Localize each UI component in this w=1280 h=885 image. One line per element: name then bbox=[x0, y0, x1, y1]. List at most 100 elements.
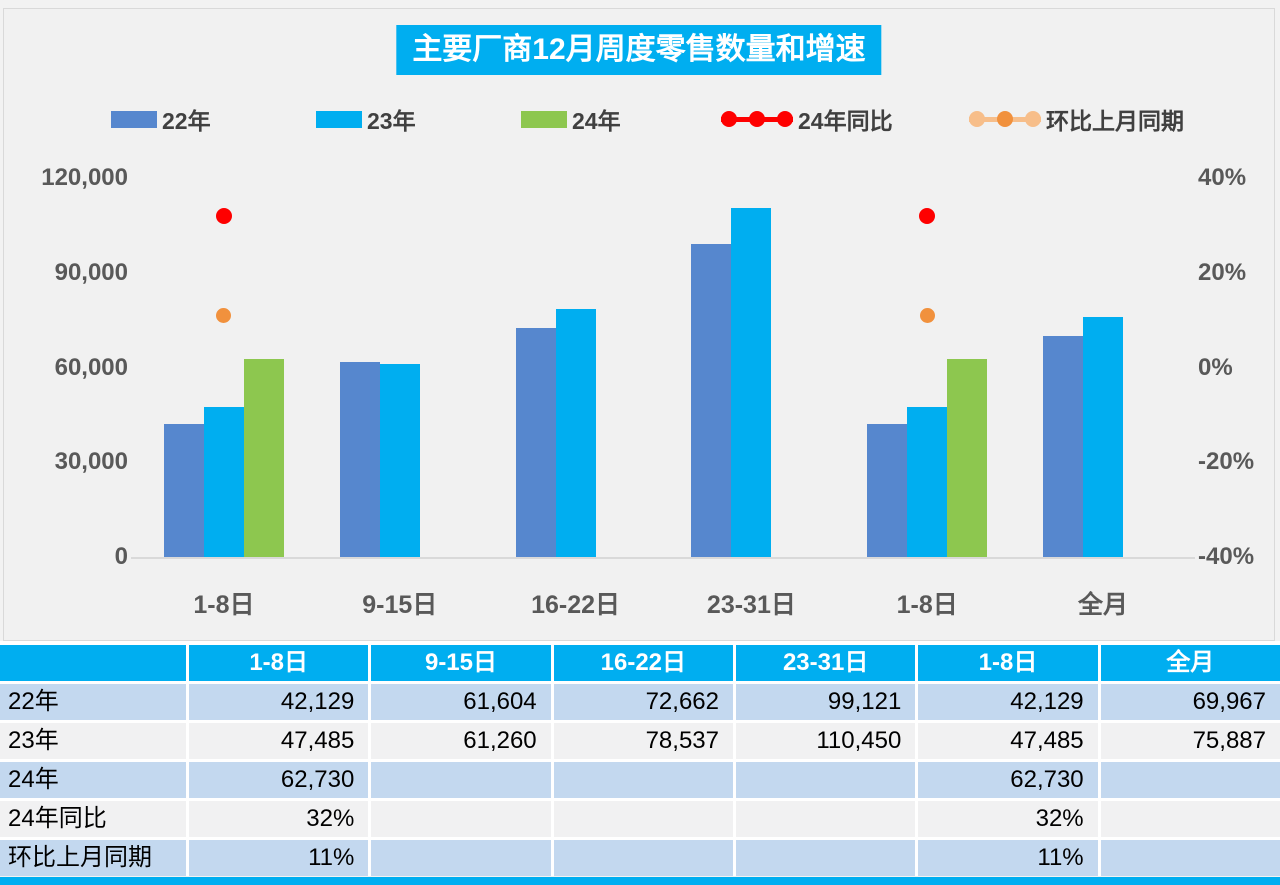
table-row-label: 24年同比 bbox=[0, 801, 186, 837]
bar bbox=[1083, 317, 1124, 557]
bar bbox=[907, 407, 948, 557]
y-axis-tick-right: 20% bbox=[1198, 258, 1247, 286]
legend-item: 24年 bbox=[521, 105, 621, 134]
bottom-accent-strip bbox=[0, 877, 1280, 885]
table-cell bbox=[371, 840, 551, 876]
bar bbox=[731, 208, 772, 557]
legend-item: 22年 bbox=[111, 105, 211, 134]
table-cell: 11% bbox=[918, 840, 1098, 876]
table-cell: 32% bbox=[189, 801, 369, 837]
point-marker bbox=[919, 207, 936, 224]
x-axis-label: 9-15日 bbox=[362, 591, 438, 619]
y-axis-tick-left: 120,000 bbox=[41, 164, 128, 191]
bar bbox=[379, 364, 420, 557]
table-cell: 99,121 bbox=[735, 684, 916, 720]
legend-swatch-icon bbox=[521, 110, 567, 128]
y-axis-tick-right: -20% bbox=[1198, 448, 1255, 476]
table-header-cell bbox=[0, 645, 186, 681]
bar-group bbox=[1015, 178, 1191, 557]
x-axis-label: 全月 bbox=[1078, 591, 1129, 619]
table-cell bbox=[735, 840, 916, 876]
table-cell: 72,662 bbox=[553, 684, 733, 720]
legend-line-marker-icon bbox=[721, 110, 793, 128]
bar bbox=[203, 407, 244, 557]
legend-item: 23年 bbox=[316, 105, 416, 134]
table-cell: 75,887 bbox=[1100, 723, 1280, 759]
x-axis-labels: 1-8日 9-15日 16-22日 23-31日 1-8日 全月 bbox=[136, 585, 1191, 621]
x-axis-label: 1-8日 bbox=[896, 591, 958, 619]
table-cell: 42,129 bbox=[189, 684, 369, 720]
x-axis-label: 23-31日 bbox=[706, 591, 796, 619]
table-header-cell: 全月 bbox=[1100, 645, 1280, 681]
table-cell: 69,967 bbox=[1100, 684, 1280, 720]
bar bbox=[163, 424, 204, 557]
x-axis-label: 1-8日 bbox=[193, 591, 255, 619]
table-cell: 78,537 bbox=[553, 723, 733, 759]
y-axis-tick-left: 90,000 bbox=[54, 258, 128, 286]
bar bbox=[339, 362, 380, 557]
table-row-label: 环比上月同期 bbox=[0, 840, 186, 876]
table-cell bbox=[553, 801, 733, 837]
legend-swatch-icon bbox=[316, 110, 362, 128]
y-axis-tick-right: 0% bbox=[1198, 353, 1233, 381]
table-cell: 32% bbox=[918, 801, 1098, 837]
legend-item: 24年同比 bbox=[721, 105, 893, 134]
table-cell: 62,730 bbox=[189, 762, 369, 798]
legend-item: 环比上月同期 bbox=[969, 105, 1184, 134]
legend-label: 23年 bbox=[367, 108, 416, 134]
table-row-label: 24年 bbox=[0, 762, 186, 798]
table-cell bbox=[553, 840, 733, 876]
bar-group bbox=[488, 178, 664, 557]
bar-group bbox=[839, 178, 1015, 557]
table-cell: 62,730 bbox=[918, 762, 1098, 798]
plot-area bbox=[136, 178, 1191, 557]
point-marker bbox=[216, 307, 232, 323]
table-cell: 61,260 bbox=[371, 723, 551, 759]
table-header-cell: 1-8日 bbox=[918, 645, 1098, 681]
table-cell bbox=[553, 762, 733, 798]
legend-label: 环比上月同期 bbox=[1046, 108, 1184, 134]
y-axis-tick-left: 60,000 bbox=[54, 353, 128, 381]
legend-label: 22年 bbox=[162, 108, 211, 134]
table-row-label: 23年 bbox=[0, 723, 186, 759]
table-cell: 61,604 bbox=[371, 684, 551, 720]
bar bbox=[691, 244, 732, 557]
y-axis-tick-left: 0 bbox=[114, 543, 128, 570]
bar-group bbox=[312, 178, 488, 557]
chart-panel: 主要厂商12月周度零售数量和增速 22年 23年 24年 24年同比 环比上月同期 12… bbox=[3, 8, 1275, 641]
x-axis-line bbox=[131, 557, 1195, 559]
legend-label: 24年同比 bbox=[798, 108, 893, 134]
table-cell: 110,450 bbox=[735, 723, 916, 759]
y-axis-tick-right: -40% bbox=[1198, 543, 1255, 570]
table-cell: 42,129 bbox=[918, 684, 1098, 720]
table-header-cell: 23-31日 bbox=[735, 645, 916, 681]
table-header-cell: 16-22日 bbox=[553, 645, 733, 681]
legend-swatch-icon bbox=[111, 110, 157, 128]
bar bbox=[555, 309, 596, 557]
bar bbox=[515, 328, 556, 557]
table-cell bbox=[1100, 840, 1280, 876]
point-marker bbox=[215, 207, 232, 224]
bar bbox=[947, 359, 988, 557]
table-cell bbox=[371, 801, 551, 837]
table-header-cell: 1-8日 bbox=[189, 645, 369, 681]
bar-group bbox=[136, 178, 312, 557]
chart-title: 主要厂商12月周度零售数量和增速 bbox=[396, 25, 882, 75]
legend-line-marker-icon bbox=[969, 110, 1041, 128]
x-axis-label: 16-22日 bbox=[531, 591, 621, 619]
table-row-label: 22年 bbox=[0, 684, 186, 720]
table-header-cell: 9-15日 bbox=[371, 645, 551, 681]
table-cell bbox=[735, 762, 916, 798]
table-cell bbox=[735, 801, 916, 837]
table-cell: 47,485 bbox=[189, 723, 369, 759]
table-cell: 11% bbox=[189, 840, 369, 876]
table-cell: 47,485 bbox=[918, 723, 1098, 759]
bar bbox=[243, 359, 284, 557]
data-table: 1-8日 9-15日 16-22日 23-31日 1-8日 全月 22年 42,129 61,6… bbox=[0, 641, 1280, 876]
y-axis-tick-right: 40% bbox=[1198, 164, 1247, 191]
legend-label: 24年 bbox=[572, 108, 621, 134]
table-cell bbox=[1100, 801, 1280, 837]
point-marker bbox=[919, 307, 935, 323]
y-axis-tick-left: 30,000 bbox=[54, 448, 128, 476]
bar bbox=[1043, 336, 1084, 557]
